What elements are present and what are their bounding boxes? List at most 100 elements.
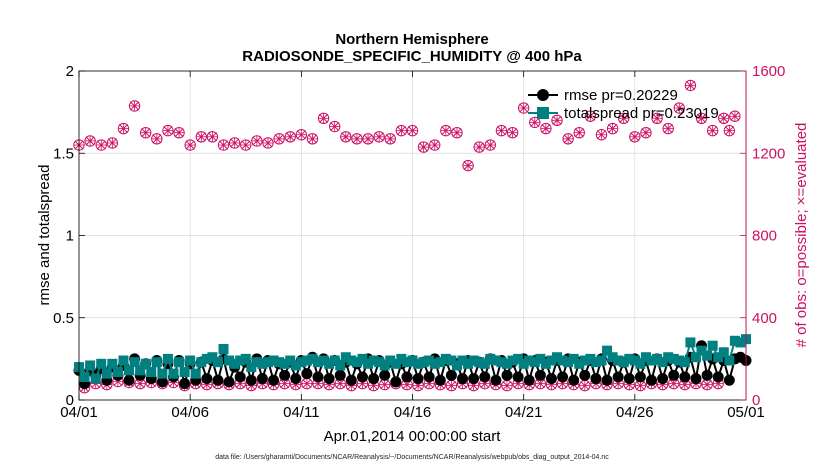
- totalspread-point: [596, 355, 607, 366]
- totalspread-point: [107, 358, 118, 369]
- totalspread-point: [146, 367, 157, 378]
- y-tick-label: 2: [66, 63, 74, 80]
- totalspread-point: [479, 358, 490, 369]
- totalspread-point: [440, 353, 451, 364]
- totalspread-point: [735, 337, 746, 348]
- totalspread-point: [257, 358, 268, 369]
- totalspread-point: [418, 357, 429, 368]
- rmse-point: [356, 371, 368, 383]
- totalspread-point: [718, 347, 729, 358]
- totalspread-point: [635, 358, 646, 369]
- obs-evaluated-point: [579, 380, 591, 391]
- obs-evaluated-point: [129, 100, 140, 112]
- obs-evaluated-point: [340, 131, 351, 142]
- totalspread-point: [224, 355, 235, 366]
- chart-title: Northern Hemisphere: [335, 31, 488, 48]
- obs-evaluated-point: [251, 135, 263, 147]
- totalspread-point: [274, 357, 285, 368]
- rmse-point: [512, 371, 524, 383]
- rmse-point: [323, 373, 335, 385]
- x-tick-label: 04/01: [60, 404, 98, 421]
- rmse-point: [723, 374, 735, 386]
- totalspread-point: [379, 360, 390, 371]
- totalspread-point: [112, 367, 123, 378]
- obs-evaluated-point: [729, 111, 741, 122]
- legend-totalspread-marker: [537, 107, 549, 119]
- obs-evaluated-point: [474, 141, 485, 153]
- rmse-point: [623, 373, 635, 385]
- rmse-point: [634, 371, 646, 383]
- rmse-point: [312, 371, 324, 383]
- rmse-point: [457, 373, 469, 385]
- totalspread-point: [135, 365, 146, 376]
- totalspread-point: [313, 357, 324, 368]
- x-tick-label: 04/16: [394, 404, 432, 421]
- totalspread-point: [157, 368, 168, 379]
- totalspread-point: [468, 355, 479, 366]
- totalspread-point: [685, 337, 696, 348]
- totalspread-point: [179, 367, 190, 378]
- obs-evaluated-point: [529, 117, 540, 128]
- totalspread-point: [524, 355, 535, 366]
- y-right-tick-label: 1600: [752, 63, 785, 80]
- totalspread-point: [251, 357, 262, 368]
- totalspread-point: [413, 358, 424, 369]
- rmse-point: [646, 374, 658, 386]
- x-tick-label: 04/11: [283, 404, 319, 421]
- totalspread-point: [96, 358, 107, 369]
- rmse-point: [290, 373, 302, 385]
- rmse-point: [579, 369, 591, 381]
- totalspread-point: [407, 355, 418, 366]
- totalspread-point: [552, 352, 563, 363]
- totalspread-point: [385, 355, 396, 366]
- obs-evaluated-point: [107, 137, 118, 149]
- totalspread-point: [262, 357, 273, 368]
- totalspread-point: [363, 358, 374, 369]
- obs-evaluated-point: [96, 139, 107, 151]
- totalspread-point: [574, 358, 585, 369]
- totalspread-point: [268, 355, 279, 366]
- totalspread-point: [390, 358, 401, 369]
- rmse-point: [412, 373, 424, 385]
- obs-evaluated-point: [362, 133, 374, 145]
- rmse-point: [479, 371, 491, 383]
- obs-evaluated-point: [229, 137, 240, 149]
- totalspread-point: [674, 355, 685, 366]
- y-tick-label: 0: [66, 392, 74, 409]
- totalspread-point: [101, 368, 112, 379]
- totalspread-point: [463, 358, 474, 369]
- obs-evaluated-point: [679, 379, 691, 390]
- rmse-point: [245, 374, 257, 386]
- rmse-point: [334, 369, 346, 381]
- obs-evaluated-point: [351, 133, 363, 145]
- totalspread-point: [318, 355, 329, 366]
- obs-evaluated-point: [718, 113, 729, 124]
- obs-evaluated-point: [485, 139, 496, 151]
- obs-evaluated-point: [629, 131, 641, 142]
- y-right-tick-label: 0: [752, 392, 760, 409]
- rmse-point: [668, 369, 680, 381]
- x-tick-label: 04/26: [616, 404, 654, 421]
- obs-evaluated-point: [184, 139, 196, 151]
- totalspread-point: [79, 371, 90, 382]
- obs-evaluated-point: [173, 127, 185, 138]
- obs-evaluated-point: [518, 102, 529, 114]
- totalspread-point: [579, 355, 590, 366]
- obs-evaluated-point: [151, 133, 163, 145]
- rmse-point: [156, 376, 168, 388]
- obs-evaluated-point: [140, 127, 151, 138]
- y-right-tick-label: 1200: [752, 145, 785, 162]
- y-tick-label: 1: [66, 228, 74, 245]
- rmse-point: [423, 371, 435, 383]
- obs-evaluated-point: [296, 129, 307, 140]
- x-tick-label: 04/21: [505, 404, 543, 421]
- x-tick-label: 04/06: [171, 404, 209, 421]
- totalspread-point: [557, 355, 568, 366]
- totalspread-point: [540, 358, 551, 369]
- totalspread-point: [168, 368, 179, 379]
- axes: 04/01 04/06 04/11 04/16 04/21 04/26 05/0100.51…: [53, 63, 785, 421]
- rmse-point: [523, 374, 535, 386]
- totalspread-point: [640, 352, 651, 363]
- totalspread-point: [307, 353, 318, 364]
- obs-evaluated-point: [607, 123, 618, 134]
